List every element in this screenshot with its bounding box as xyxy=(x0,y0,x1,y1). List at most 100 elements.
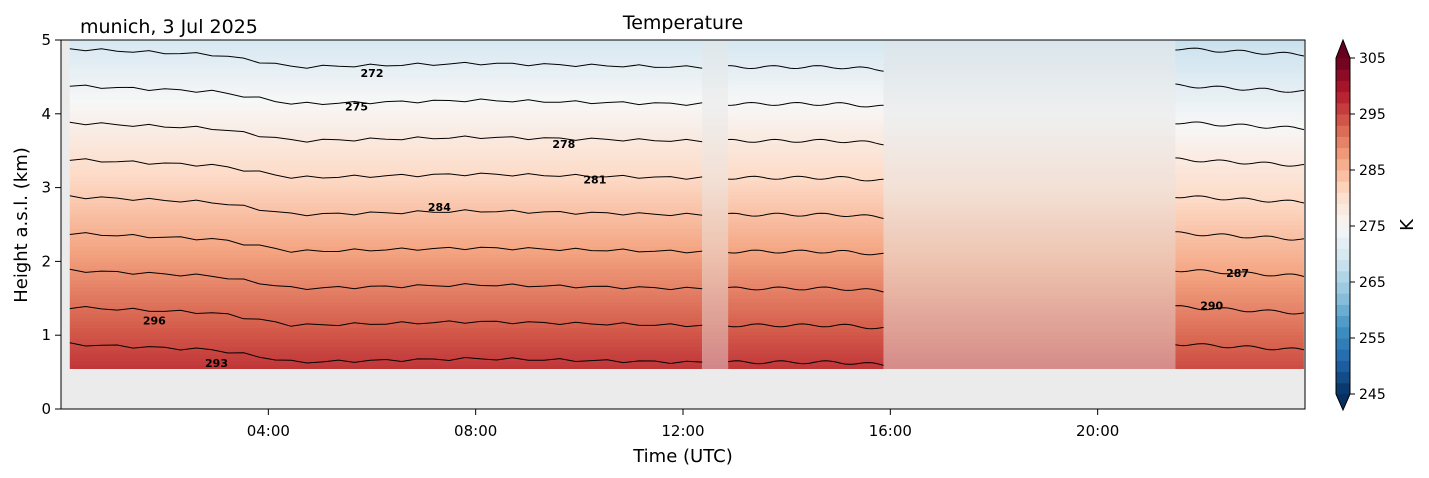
colorbar-cell xyxy=(1336,192,1350,205)
contour-line xyxy=(69,305,703,328)
heat-cell xyxy=(883,302,1176,307)
heat-cell xyxy=(1175,350,1304,355)
heat-cell xyxy=(702,350,729,355)
heat-cell xyxy=(1175,254,1304,259)
contour-label: 281 xyxy=(583,174,606,187)
heat-cell xyxy=(1175,69,1304,74)
heat-cell xyxy=(883,209,1176,214)
contour-line xyxy=(1175,269,1305,277)
heat-cell xyxy=(728,187,884,192)
heat-cell xyxy=(1175,150,1304,155)
heat-cell xyxy=(69,327,703,333)
heat-cell xyxy=(883,143,1176,148)
heat-cells xyxy=(69,40,1304,369)
heat-cell xyxy=(702,150,729,155)
contour-line xyxy=(728,138,884,146)
heat-cell xyxy=(728,290,884,296)
heat-cell xyxy=(728,43,884,48)
heat-cell xyxy=(883,268,1176,274)
heat-cell xyxy=(728,224,884,229)
heat-cell xyxy=(702,217,729,222)
heat-cell xyxy=(702,305,729,310)
heat-cell xyxy=(702,298,729,303)
heat-cell xyxy=(1175,80,1304,85)
heat-cell xyxy=(883,158,1176,163)
heat-cell xyxy=(728,106,884,111)
heat-cell xyxy=(728,183,884,189)
heat-cell xyxy=(69,335,703,340)
heat-cell xyxy=(1175,305,1304,310)
heat-cell xyxy=(702,69,729,74)
heat-cell xyxy=(702,128,729,133)
heat-cell xyxy=(702,132,729,137)
contour-label: 284 xyxy=(428,201,451,214)
heat-cell xyxy=(883,313,1176,318)
heat-cell xyxy=(69,132,703,137)
heat-cell xyxy=(69,150,703,155)
heat-cell xyxy=(1175,143,1304,148)
heat-cell xyxy=(728,324,884,329)
contour-line xyxy=(728,175,884,182)
heat-cell xyxy=(702,283,729,288)
heat-cell xyxy=(728,353,884,358)
heat-cell xyxy=(883,239,1176,244)
heat-cell xyxy=(69,40,703,45)
contour-line xyxy=(728,101,884,108)
heat-cell xyxy=(1175,239,1304,244)
heat-cell xyxy=(728,80,884,85)
heat-cell xyxy=(1175,246,1304,251)
heat-cell xyxy=(69,169,703,174)
heat-cell xyxy=(69,316,703,321)
colorbar-cell xyxy=(1336,371,1350,384)
heat-cell xyxy=(728,150,884,155)
heat-cell xyxy=(702,124,729,130)
contour-line xyxy=(1175,343,1305,351)
heat-cell xyxy=(702,228,729,233)
heat-cell xyxy=(69,228,703,233)
contour-line xyxy=(69,232,703,254)
heat-cell xyxy=(1175,320,1304,325)
heat-cell xyxy=(702,290,729,296)
heat-cell xyxy=(702,76,729,82)
heat-cell xyxy=(702,158,729,163)
heat-cell xyxy=(702,169,729,174)
heat-cell xyxy=(69,268,703,274)
heat-cell xyxy=(702,143,729,148)
colorbar-cell xyxy=(1336,304,1350,317)
heat-cell xyxy=(883,110,1176,115)
heat-cell xyxy=(1175,338,1304,344)
heat-cell xyxy=(702,268,729,274)
heat-cell xyxy=(728,91,884,96)
heat-cell xyxy=(1175,47,1304,52)
heat-cell xyxy=(69,350,703,355)
heat-cell xyxy=(728,298,884,303)
heat-cell xyxy=(883,272,1176,277)
heat-cell xyxy=(728,268,884,274)
heat-cell xyxy=(883,290,1176,296)
contour-line xyxy=(1175,157,1305,167)
contour-line xyxy=(69,342,703,365)
x-tick-label: 16:00 xyxy=(869,422,912,440)
heat-cell xyxy=(883,99,1176,104)
heat-cell xyxy=(728,128,884,133)
y-tick-label: 1 xyxy=(41,326,51,344)
contour-line xyxy=(69,48,703,69)
contour-label: 275 xyxy=(345,100,368,113)
heat-cell xyxy=(883,106,1176,111)
heat-cell xyxy=(702,250,729,255)
heat-cell xyxy=(69,183,703,189)
heat-cell xyxy=(883,183,1176,189)
heat-cell xyxy=(728,62,884,67)
heat-cell xyxy=(728,261,884,266)
heat-cell xyxy=(1175,51,1304,56)
heat-cell xyxy=(1175,302,1304,307)
heat-cell xyxy=(1175,327,1304,333)
heat-cell xyxy=(69,231,703,237)
x-tick-label: 20:00 xyxy=(1076,422,1119,440)
heat-cell xyxy=(883,206,1176,211)
heat-cell xyxy=(702,254,729,259)
heat-cell xyxy=(728,40,884,45)
heat-cell xyxy=(69,124,703,130)
y-tick-label: 3 xyxy=(41,179,51,197)
heat-cell xyxy=(1175,154,1304,159)
